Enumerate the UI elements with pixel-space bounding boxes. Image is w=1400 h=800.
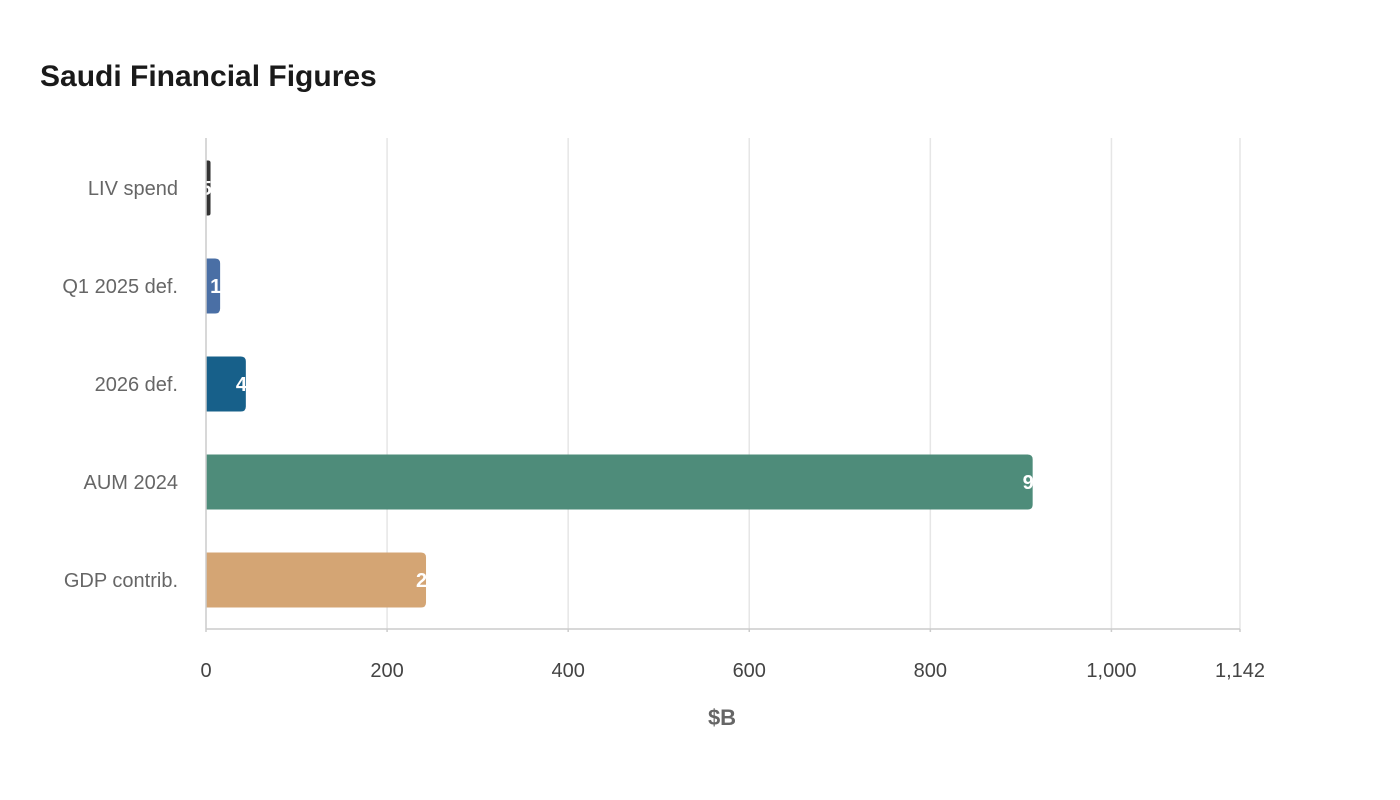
x-tick-label: 600 — [733, 660, 766, 682]
x-tick-label: 800 — [914, 660, 947, 682]
label-layer: LIV spend Q1 2025 def. 2026 def. AUM 2024 GD… — [62, 178, 178, 592]
grid-layer — [386, 138, 1241, 629]
bar-value-label: 44 — [236, 374, 259, 396]
bar-value-label: 15.6 — [210, 276, 249, 298]
x-tick-label: 0 — [200, 660, 211, 682]
bar-2026-def — [206, 356, 246, 412]
x-tick-label: 1,000 — [1086, 660, 1136, 682]
bar-layer: 5 15.6 44 913 243 — [201, 160, 1056, 608]
x-tick-label: 1,142 — [1215, 660, 1265, 682]
x-tick-label: 400 — [551, 660, 584, 682]
bar-q1-2025-def — [206, 258, 221, 314]
bar-aum-2024 — [206, 454, 1033, 510]
category-label: Q1 2025 def. — [62, 276, 178, 298]
category-label: GDP contrib. — [64, 570, 178, 592]
bar-value-label: 913 — [1023, 472, 1056, 494]
axis-layer: 0 200 400 600 800 1,000 1,142 — [200, 138, 1265, 682]
bar-value-label: 243 — [416, 570, 449, 592]
bar-value-label: 5 — [201, 178, 212, 200]
chart-title: Saudi Financial Figures — [40, 60, 377, 93]
x-axis-title: $B — [708, 705, 736, 730]
category-label: LIV spend — [88, 178, 178, 200]
category-label: AUM 2024 — [84, 472, 179, 494]
x-tick-label: 200 — [370, 660, 403, 682]
bar-gdp-contrib — [206, 552, 427, 608]
bar-liv-spend — [206, 160, 211, 216]
category-label: 2026 def. — [95, 374, 178, 396]
